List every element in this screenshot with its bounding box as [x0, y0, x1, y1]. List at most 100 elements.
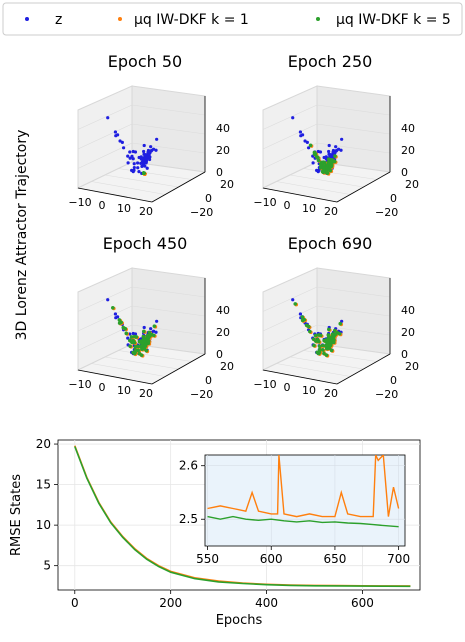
point-k5: [333, 154, 337, 158]
point-z: [143, 153, 147, 157]
point-k5: [314, 155, 319, 159]
z-tick-label: 20: [216, 326, 230, 339]
point-k5: [128, 338, 132, 343]
legend-entry-k5: μq IW-DKF k = 5: [316, 12, 451, 28]
point-z: [154, 148, 158, 152]
point-k5: [117, 321, 122, 325]
y-axis-line: [151, 171, 206, 203]
point-z: [328, 153, 332, 157]
point-z: [291, 298, 295, 302]
point-z: [339, 148, 343, 152]
x-tick-label: 600: [351, 596, 374, 610]
grid-line: [131, 104, 206, 116]
point-z: [128, 156, 132, 160]
point-z: [113, 130, 118, 134]
inset-x-tick-label: 700: [387, 552, 410, 566]
x-tick-label: 20: [324, 387, 338, 400]
x-axis-line: [77, 369, 153, 385]
grid-line: [316, 104, 391, 116]
point-z: [126, 336, 130, 340]
point-z: [155, 319, 159, 323]
grid-line: [91, 363, 166, 377]
x-tick-label: 200: [159, 596, 182, 610]
legend-marker-z: [25, 17, 29, 21]
grid-line: [131, 305, 206, 317]
point-k5: [325, 339, 330, 344]
point-k5: [317, 344, 322, 349]
point-z: [299, 134, 303, 138]
point-k5: [328, 343, 333, 348]
point-k5: [330, 159, 335, 164]
x-tick-label: 10: [117, 202, 131, 215]
y-axis-line: [336, 353, 391, 385]
y-axis-line: [336, 171, 391, 203]
inset-x-tick-label: 550: [196, 552, 219, 566]
point-k5: [333, 332, 338, 336]
x-tick-label: 10: [302, 202, 316, 215]
panel-title: Epoch 450: [103, 234, 188, 253]
grid-line: [262, 286, 318, 312]
point-k5: [316, 158, 321, 163]
point-z: [128, 150, 132, 154]
grid-line: [316, 305, 391, 317]
point-k5: [141, 334, 146, 339]
legend-label-z: z: [55, 12, 62, 28]
z-tick-label: 0: [216, 348, 223, 361]
point-k5: [146, 339, 151, 343]
point-k5: [142, 329, 146, 334]
x-axis-line: [77, 187, 153, 203]
point-k5: [325, 171, 330, 175]
y-tick-label: 0: [390, 192, 397, 205]
point-z: [114, 316, 118, 320]
y-axis-line: [151, 353, 206, 385]
point-z: [106, 116, 110, 120]
panel-title: Epoch 690: [288, 234, 373, 253]
point-k5: [129, 335, 134, 339]
x-tick-label: 0: [284, 381, 291, 394]
y-tick-label: 20: [405, 360, 419, 373]
point-z: [114, 134, 118, 138]
grid-line: [77, 286, 133, 312]
x-axis-line: [262, 187, 338, 203]
point-k5: [300, 318, 305, 323]
point-k5: [327, 336, 332, 340]
point-z: [132, 162, 136, 166]
point-z: [340, 137, 344, 141]
x-tick-label: 0: [284, 199, 291, 212]
grid-line: [131, 123, 206, 135]
x-tick-label: 0: [99, 381, 106, 394]
legend-entry-z: z: [25, 12, 62, 28]
x-axis-line: [262, 369, 338, 385]
x-tick-label: 400: [255, 596, 278, 610]
point-k5: [318, 166, 323, 170]
point-z: [149, 327, 153, 331]
point-k5: [124, 331, 129, 336]
panel-title: Epoch 50: [108, 52, 182, 71]
point-k5: [338, 321, 343, 326]
point-z: [291, 116, 295, 120]
point-z: [141, 157, 145, 161]
point-z: [136, 161, 140, 165]
point-z: [136, 166, 140, 170]
point-z: [106, 298, 110, 302]
point-z: [142, 325, 146, 330]
point-z: [142, 143, 146, 148]
point-k5: [136, 344, 141, 349]
x-tick-label: 20: [324, 205, 338, 218]
point-k5: [131, 350, 135, 355]
x-tick-label: −10: [68, 196, 91, 209]
legend-marker-k1: [118, 17, 122, 21]
point-z: [128, 332, 132, 336]
grid-line: [289, 356, 364, 370]
grid-line: [131, 286, 206, 298]
point-k5: [311, 337, 316, 342]
point-z: [334, 145, 338, 149]
grid-line: [276, 363, 351, 377]
y-tick-label: 10: [36, 518, 51, 532]
grid-line: [316, 286, 391, 298]
inset-y-tick-label: 2.6: [179, 459, 198, 473]
point-k5: [132, 334, 137, 339]
grid-line: [262, 104, 318, 130]
y-tick-label: 5: [43, 559, 51, 573]
